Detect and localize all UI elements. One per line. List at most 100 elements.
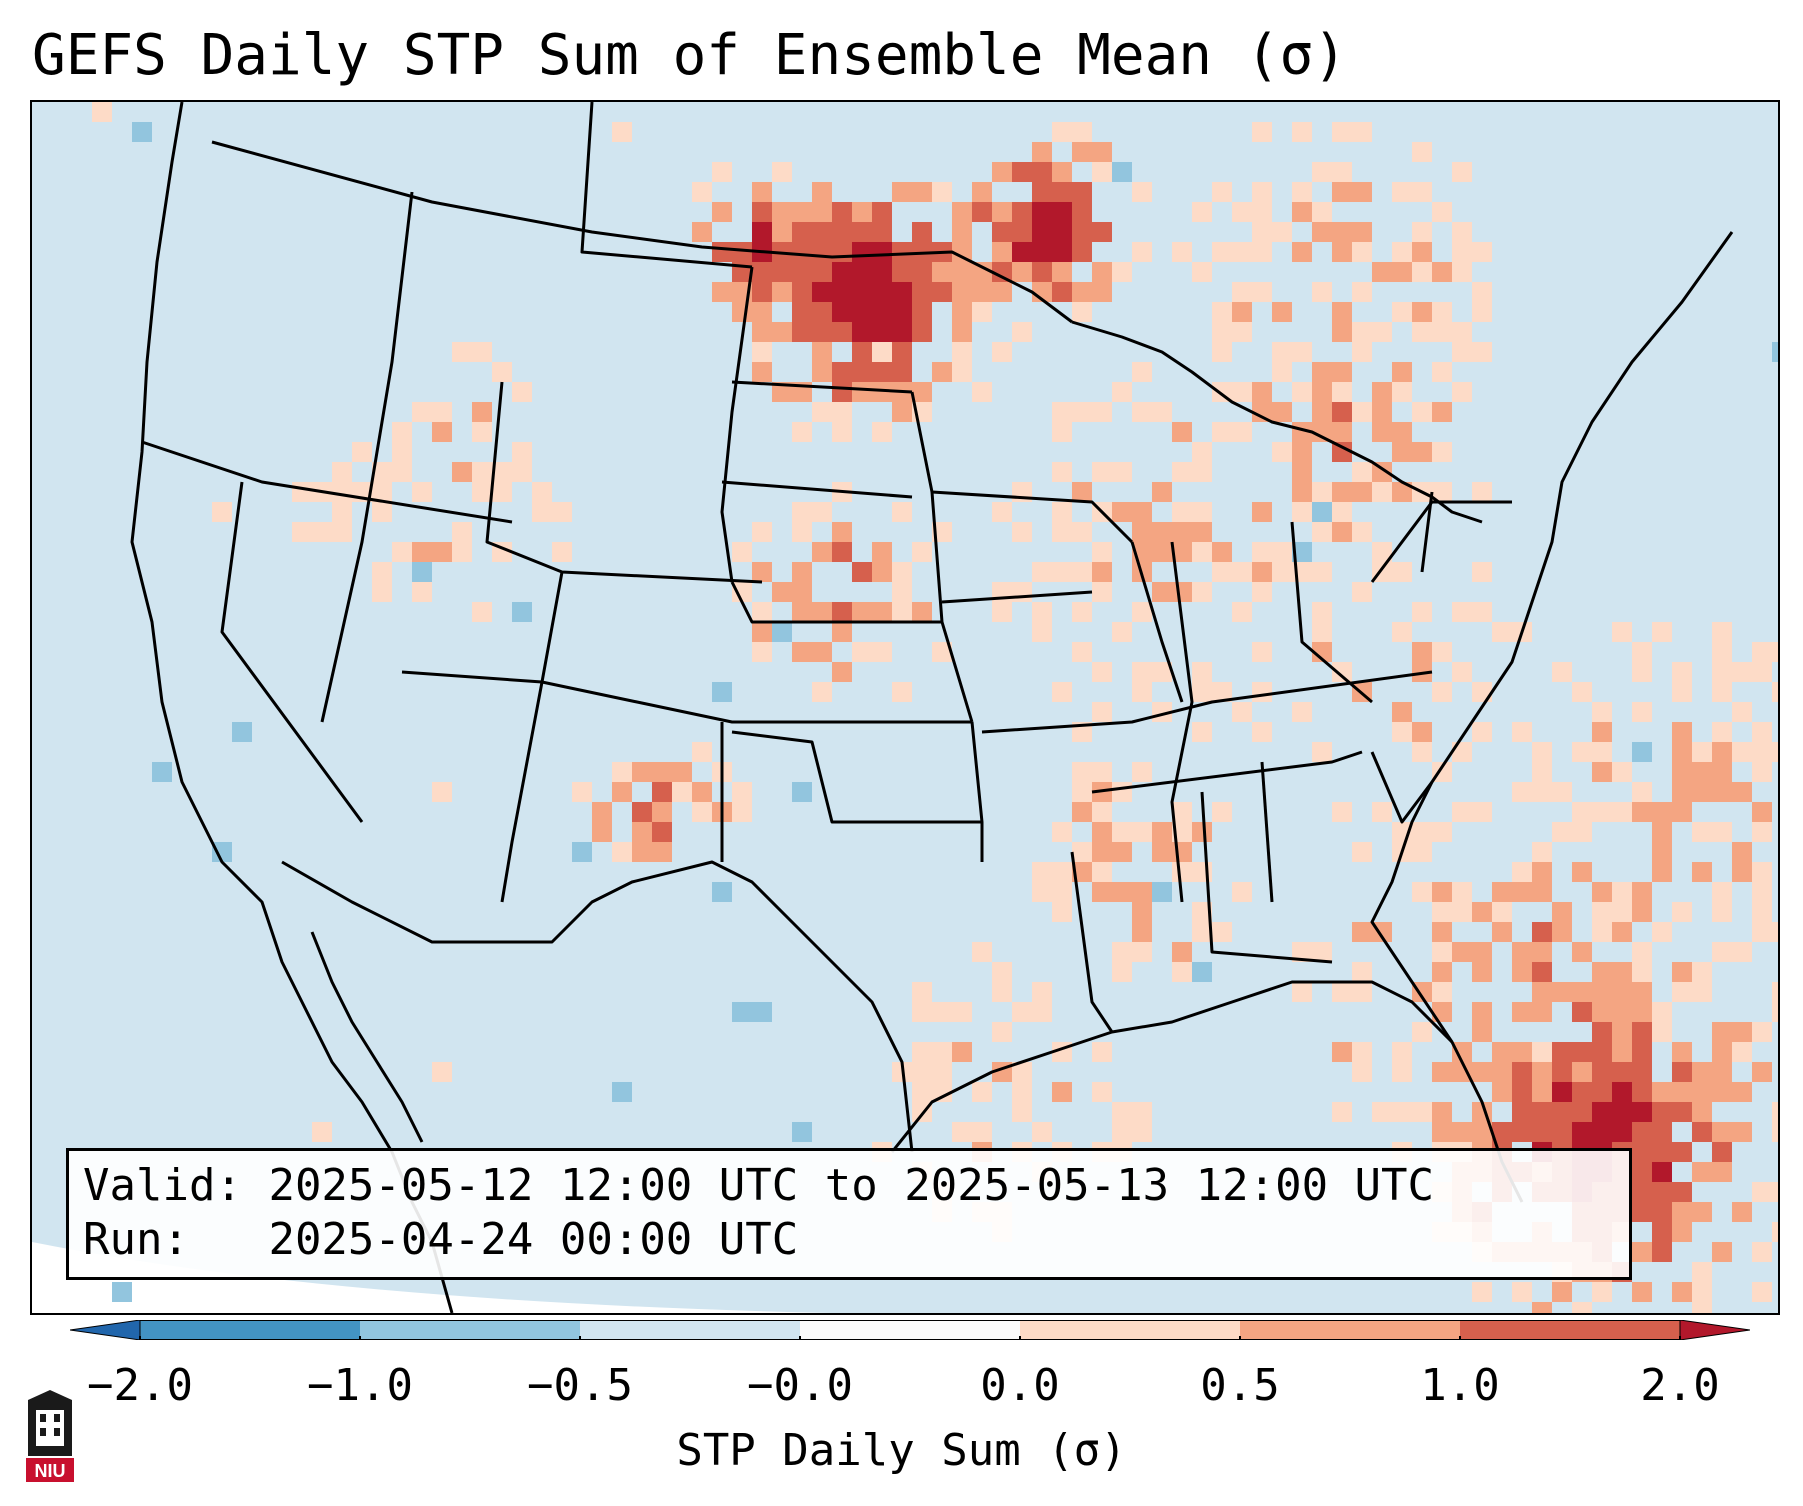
stp-cell [872,342,892,362]
stp-cell [992,342,1012,362]
stp-cell [1232,202,1252,222]
stp-cell [752,622,772,642]
stp-cell [1752,1282,1772,1302]
stp-cell [1612,962,1632,982]
niu-logo: NIU [26,1390,74,1482]
stp-cell [792,562,812,582]
stp-cell [312,522,332,542]
stp-cell [812,242,832,262]
stp-cell [1252,642,1272,662]
stp-cell [1332,422,1352,442]
stp-cell [1632,642,1652,662]
stp-cell [372,502,392,522]
stp-cell [1692,1082,1712,1102]
state-border [1290,521,1373,704]
stp-cell [1432,1062,1452,1082]
stp-cell [792,1122,812,1142]
stp-cell [1652,802,1672,822]
stp-cell [1612,1102,1632,1122]
stp-cell [1572,1102,1592,1122]
stp-cell [1612,1002,1632,1022]
stp-cell [372,462,392,482]
colorbar-segment [580,1320,801,1340]
stp-cell [952,1042,972,1062]
stp-cell [912,982,932,1002]
stp-cell [1552,1042,1572,1062]
stp-cell [1352,842,1372,862]
stp-cell [1272,542,1292,562]
stp-cell [1732,782,1752,802]
stp-cell [1752,1022,1772,1042]
stp-cell [1192,502,1212,522]
stp-cell [1592,902,1612,922]
stp-cell [952,1002,972,1022]
stp-cell [872,322,892,342]
stp-cell [1492,922,1512,942]
stp-cell [792,202,812,222]
stp-cell [512,382,532,402]
valid-run-info-box: Valid: 2025-05-12 12:00 UTC to 2025-05-1… [66,1148,1632,1280]
stp-cell [772,382,792,402]
stp-cell [1032,162,1052,182]
stp-cell [1592,1062,1612,1082]
stp-cell [1672,1102,1692,1122]
stp-cell [1112,882,1132,902]
stp-cell [1692,1302,1712,1313]
stp-cell [1112,962,1132,982]
stp-cell [992,1022,1012,1042]
stp-cell [1652,1162,1672,1182]
stp-cell [792,782,812,802]
stp-cell [832,322,852,342]
stp-cell [1732,842,1752,862]
stp-cell [1552,1062,1572,1082]
stp-cell [432,542,452,562]
stp-cell [832,222,852,242]
stp-cell [1692,1102,1712,1122]
stp-cell [1752,862,1772,882]
stp-cell [1252,682,1272,702]
stp-cell [1092,402,1112,422]
stp-cell [372,482,392,502]
map-frame [30,100,1780,1315]
stp-cell [1632,1142,1652,1162]
stp-cell [1512,1282,1532,1302]
stp-cell [1132,602,1152,622]
stp-cell [1472,1282,1492,1302]
colorbar-segment [140,1320,361,1340]
state-border [1420,491,1434,573]
stp-cell [652,822,672,842]
stp-cell [932,1082,952,1102]
stp-cell [852,382,872,402]
stp-cell [1072,482,1092,502]
stp-cell [1612,882,1632,902]
stp-cell [1412,742,1432,762]
stp-cell [552,502,572,522]
stp-cell [1292,462,1312,482]
stp-cell [692,182,712,202]
stp-cell [1412,242,1432,262]
stp-cell [1012,162,1032,182]
stp-cell [1712,1122,1732,1142]
stp-cell [1712,1062,1732,1082]
stp-cell [1392,1042,1412,1062]
stp-cell [872,562,892,582]
stp-cell [432,422,452,442]
stp-cell [1532,982,1552,1002]
stp-cell [1532,842,1552,862]
stp-cell [772,282,792,302]
stp-cell [952,222,972,242]
stp-cell [1472,242,1492,262]
stp-cell [372,562,392,582]
stp-cell [1072,282,1092,302]
stp-cell [1192,722,1212,742]
stp-cell [1592,962,1612,982]
state-border [1070,851,1114,1033]
stp-cell [832,522,852,542]
stp-cell [472,342,492,362]
stp-cell [732,542,752,562]
state-border [910,391,974,723]
stp-cell [1072,142,1092,162]
stp-cell [1332,482,1352,502]
state-border [500,571,564,903]
stp-cell [1112,842,1132,862]
